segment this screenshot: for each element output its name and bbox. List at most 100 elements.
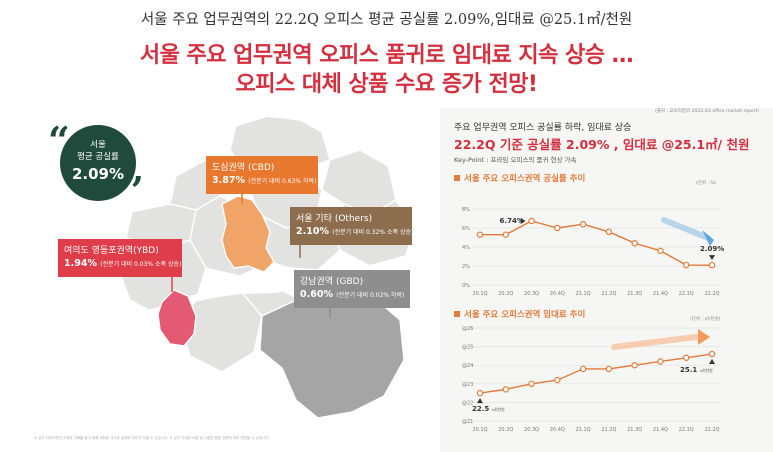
x-tick-label: 22.1Q — [679, 291, 694, 297]
gbd-name: 강남권역 (GBD) — [300, 277, 364, 287]
x-tick-label: 21.4Q — [653, 427, 668, 433]
data-point — [528, 217, 535, 225]
y-tick-label: @22 — [462, 400, 473, 406]
page-subtitle: 서울 주요 업무권역의 22.2Q 오피스 평균 공실률 2.09%,임대료 @… — [140, 12, 633, 28]
quote-open-icon: “ — [48, 118, 70, 163]
y-tick-label: @21 — [462, 419, 473, 425]
seoul-vacancy-bubble: 서울 평균 공실률 2.09% — [60, 125, 136, 201]
series-line — [479, 353, 713, 394]
others-label-box: 서울 기타 (Others) 2.10% (전분기 대비 0.32% 소폭 상승… — [290, 207, 413, 245]
data-point — [708, 350, 716, 358]
vacancy-unit: (단위 : %) — [696, 181, 717, 186]
data-point — [554, 224, 561, 232]
data-point — [657, 358, 664, 365]
data-point — [631, 362, 638, 369]
square-bullet-icon — [454, 175, 460, 181]
x-tick-label: 22.1Q — [679, 427, 694, 433]
y-tick-label: 8% — [462, 207, 470, 213]
right-panel-headline: 22.2Q 기준 공실률 2.09% , 임대료 @25.1㎡/ 천원 — [454, 137, 750, 152]
cbd-label-box: 도심권역 (CBD) 3.87% (전분기 대비 0.63% 하락) — [206, 156, 318, 194]
y-tick-label: @25 — [462, 345, 473, 351]
right-panel — [440, 108, 773, 452]
x-tick-label: 20.3Q — [524, 427, 539, 433]
data-point — [554, 376, 561, 384]
trend-arrow-head-icon — [702, 230, 714, 246]
data-point — [579, 365, 587, 373]
headline-line-2: 오피스 대체 상품 수요 증가 전망! — [235, 72, 538, 97]
data-label: 2.09% — [700, 245, 724, 253]
x-tick-label: 21.4Q — [653, 291, 668, 297]
x-tick-label: 20.2Q — [498, 291, 513, 297]
pointer-icon — [520, 217, 526, 224]
x-tick-label: 21.1Q — [576, 427, 591, 433]
cbd-name: 도심권역 (CBD) — [212, 163, 275, 173]
key-point: Key-Point : 프라임 오피스의 품귀 현상 가속 — [454, 156, 577, 164]
data-point — [683, 354, 690, 361]
pointer-icon — [709, 255, 715, 261]
data-point — [579, 220, 587, 228]
x-tick-label: 20.3Q — [524, 291, 539, 297]
map-footnote: ※ 상기 이미지적인 고객의 이해를 돕기 위해 제작된 것으로 실제와 차이가… — [34, 436, 270, 440]
cbd-value: 3.87% — [212, 175, 245, 186]
data-point — [502, 231, 509, 238]
rent-chart-title: 서울 주요 오피스권역 임대료 추이 — [454, 308, 585, 320]
y-tick-label: 4% — [462, 245, 470, 251]
x-tick-label: 20.4Q — [550, 427, 565, 433]
others-value: 2.10% — [296, 226, 329, 237]
x-tick-label: 20.1Q — [472, 291, 487, 297]
y-tick-label: 0% — [462, 283, 470, 289]
bubble-value: 2.09% — [71, 165, 125, 183]
data-label: 6.74% — [500, 217, 524, 225]
gbd-value-line: 0.60% (전분기 대비 0.02% 하락) — [300, 289, 404, 300]
gbd-change: (전분기 대비 0.02% 하락) — [336, 292, 405, 299]
data-label-unit: ㎡/천원 — [700, 367, 713, 373]
others-name: 서울 기타 (Others) — [296, 214, 373, 224]
cbd-change: (전분기 대비 0.63% 하락) — [248, 178, 317, 185]
trend-arrow-shaft — [661, 217, 711, 241]
series-line — [480, 220, 713, 266]
trend-arrow-shaft — [611, 334, 699, 350]
x-tick-label: 20.4Q — [550, 291, 565, 297]
bubble-line-1: 서울 — [90, 140, 106, 150]
x-tick-label: 21.3Q — [627, 427, 642, 433]
data-point — [528, 380, 535, 387]
y-tick-label: 6% — [462, 226, 470, 232]
x-tick-label: 20.1Q — [472, 427, 487, 433]
vacancy-chart-title-text: 서울 주요 오피스권역 공실률 추이 — [464, 174, 586, 184]
rent-unit: (단위 : ㎡/천원) — [690, 317, 721, 322]
pointer-icon — [477, 398, 483, 404]
rent-chart-title-text: 서울 주요 오피스권역 임대료 추이 — [464, 310, 586, 320]
x-tick-label: 21.2Q — [601, 291, 616, 297]
x-tick-label: 21.3Q — [627, 291, 642, 297]
bubble-line-2: 평균 공실률 — [77, 152, 119, 162]
data-label: 25.1 — [680, 366, 697, 374]
data-label-unit: ㎡/천원 — [492, 406, 505, 412]
data-point — [683, 261, 690, 269]
gbd-label-box: 강남권역 (GBD) 0.60% (전분기 대비 0.02% 하락) — [294, 270, 410, 308]
headline-line-1: 서울 주요 업무권역 오피스 품귀로 임대료 지속 상승 … — [139, 43, 634, 68]
quote-close-icon: ” — [122, 168, 144, 213]
ybd-region — [157, 289, 197, 347]
ybd-value-line: 1.94% (전분기 대비 0.03% 소폭 상승) — [64, 258, 181, 269]
pointer-icon — [709, 359, 715, 365]
others-change: (전분기 대비 0.32% 소폭 상승) — [332, 229, 414, 236]
vacancy-chart-title: 서울 주요 오피스권역 공실률 추이 — [454, 172, 585, 184]
gbd-value: 0.60% — [300, 289, 333, 300]
x-tick-label: 21.2Q — [601, 427, 616, 433]
data-point — [708, 261, 716, 269]
data-point — [605, 365, 613, 373]
y-tick-label: @24 — [462, 363, 473, 369]
data-point — [605, 228, 613, 235]
x-tick-label: 20.2Q — [498, 427, 513, 433]
others-value-line: 2.10% (전분기 대비 0.32% 소폭 상승) — [296, 226, 413, 237]
y-tick-label: 2% — [462, 264, 470, 270]
ybd-name: 여의도 영등포권역(YBD) — [64, 246, 159, 256]
y-tick-label: @23 — [462, 382, 473, 388]
x-tick-label: 21.1Q — [576, 291, 591, 297]
x-tick-label: 22.2Q — [704, 291, 719, 297]
ybd-change: (전분기 대비 0.03% 소폭 상승) — [100, 261, 182, 268]
data-point — [502, 386, 509, 393]
data-label: 22.5 — [472, 405, 489, 413]
square-bullet-icon — [454, 311, 460, 317]
